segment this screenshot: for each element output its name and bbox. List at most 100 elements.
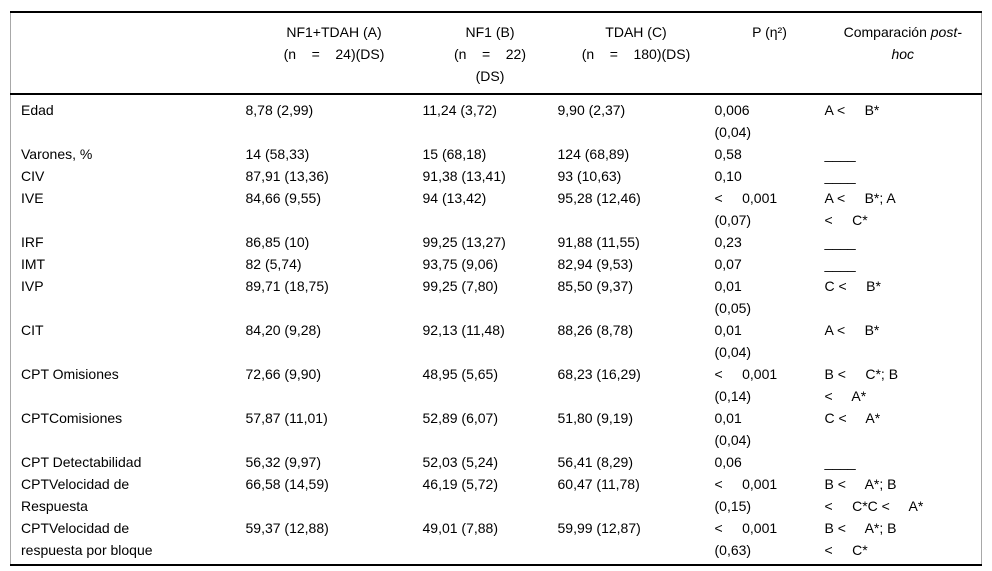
row-label: CPT Omisiones xyxy=(21,366,119,382)
cell-group-b-value: 91,38 (13,41) xyxy=(422,168,506,184)
cell-group-c-value: 60,47 (11,78) xyxy=(557,476,640,492)
cell-p-value: 0,07 xyxy=(714,256,742,272)
cell-p-value: 0,01 (0,04) xyxy=(714,322,752,360)
table-row: IRF 86,85 (10) 99,25 (13,27) 91,88 (11,5… xyxy=(11,231,982,253)
cell-group-c-value: 82,94 (9,53) xyxy=(557,256,634,272)
cell-posthoc-comparison: B < C*; B < A* xyxy=(824,366,899,404)
table-row: CPTVelocidad de Respuesta 66,58 (14,59) … xyxy=(11,473,982,517)
cell-group-a-value: 84,66 (9,55) xyxy=(245,190,322,206)
cell-group-c-value: 68,23 (16,29) xyxy=(557,366,641,382)
table-row: Edad 8,78 (2,99) 11,24 (3,72) 9,90 (2,37… xyxy=(11,94,982,143)
table-row: CPTVelocidad de respuesta por bloque 59,… xyxy=(11,517,982,565)
row-label: CPT Detectabilidad xyxy=(21,454,142,470)
cell-posthoc-comparison: C < B* xyxy=(824,278,881,294)
cell-group-a-value: 82 (5,74) xyxy=(245,256,302,272)
cell-posthoc-comparison: ____ xyxy=(824,168,856,184)
table-header: NF1+TDAH (A) (n = 24)(DS) NF1 (B) (n = 2… xyxy=(10,12,982,95)
cell-posthoc-comparison: ____ xyxy=(824,454,856,470)
cell-group-a-value: 84,20 (9,28) xyxy=(245,322,322,338)
cell-p-value: < 0,001 (0,15) xyxy=(714,476,778,514)
header-row: NF1+TDAH (A) (n = 24)(DS) NF1 (B) (n = 2… xyxy=(10,12,982,95)
cell-group-b-value: 15 (68,18) xyxy=(422,146,487,162)
cell-group-c-value: 91,88 (11,55) xyxy=(557,234,640,250)
header-posthoc-comparison: Comparación post- hoc xyxy=(824,12,982,95)
row-label: Varones, % xyxy=(21,146,93,162)
cell-posthoc-comparison: C < A* xyxy=(824,410,881,426)
cell-group-a-value: 14 (58,33) xyxy=(245,146,310,162)
cell-posthoc-comparison: A < B*; A < C* xyxy=(824,190,896,228)
cell-group-b-value: 93,75 (9,06) xyxy=(422,256,499,272)
cell-group-c-value: 59,99 (12,87) xyxy=(557,520,641,536)
row-label: CPTComisiones xyxy=(21,410,123,426)
cell-p-value: < 0,001 (0,14) xyxy=(714,366,778,404)
row-label: IMT xyxy=(21,256,46,272)
cell-group-a-value: 72,66 (9,90) xyxy=(245,366,322,382)
cell-group-b-value: 92,13 (11,48) xyxy=(422,322,505,338)
cell-group-b-value: 48,95 (5,65) xyxy=(422,366,499,382)
stats-table: NF1+TDAH (A) (n = 24)(DS) NF1 (B) (n = 2… xyxy=(10,11,982,566)
cell-group-c-value: 85,50 (9,37) xyxy=(557,278,634,294)
header-group-c: TDAH (C) (n = 180)(DS) xyxy=(557,12,715,95)
cell-p-value: 0,06 xyxy=(714,454,742,470)
cell-posthoc-comparison: B < A*; B < C*C < A* xyxy=(824,476,924,514)
cell-p-value: 0,006 (0,04) xyxy=(714,102,752,140)
row-label: IVP xyxy=(21,278,44,294)
table-row: CIV 87,91 (13,36) 91,38 (13,41) 93 (10,6… xyxy=(11,165,982,187)
cell-group-c-value: 51,80 (9,19) xyxy=(557,410,634,426)
cell-group-c-value: 88,26 (8,78) xyxy=(557,322,634,338)
header-empty-cell xyxy=(10,12,246,95)
cell-p-value: < 0,001 (0,63) xyxy=(714,520,778,558)
row-label: CIV xyxy=(21,168,45,184)
cell-posthoc-comparison: B < A*; B < C* xyxy=(824,520,897,558)
row-label: Edad xyxy=(21,102,54,118)
cell-p-value: < 0,001 (0,07) xyxy=(714,190,778,228)
cell-group-a-value: 59,37 (12,88) xyxy=(245,520,329,536)
cell-posthoc-comparison: A < B* xyxy=(824,102,880,118)
cell-group-b-value: 11,24 (3,72) xyxy=(422,102,497,118)
cell-group-a-value: 66,58 (14,59) xyxy=(245,476,329,492)
cell-group-b-value: 52,03 (5,24) xyxy=(422,454,499,470)
cell-group-b-value: 46,19 (5,72) xyxy=(422,476,499,492)
cell-posthoc-comparison: A < B* xyxy=(824,322,880,338)
cell-group-b-value: 99,25 (13,27) xyxy=(422,234,506,250)
table-row: IMT 82 (5,74) 93,75 (9,06) 82,94 (9,53) … xyxy=(11,253,982,275)
cell-group-c-value: 56,41 (8,29) xyxy=(557,454,634,470)
table-row: CPTComisiones 57,87 (11,01) 52,89 (6,07)… xyxy=(11,407,982,451)
cell-p-value: 0,01 (0,05) xyxy=(714,278,752,316)
cell-group-a-value: 89,71 (18,75) xyxy=(245,278,329,294)
cell-posthoc-comparison: ____ xyxy=(824,146,856,162)
cell-p-value: 0,10 xyxy=(714,168,742,184)
cell-group-b-value: 94 (13,42) xyxy=(422,190,487,206)
cell-p-value: 0,23 xyxy=(714,234,742,250)
cell-posthoc-comparison: ____ xyxy=(824,256,856,272)
row-label: CPTVelocidad de Respuesta xyxy=(21,476,130,514)
cell-group-a-value: 57,87 (11,01) xyxy=(245,410,328,426)
row-label: IRF xyxy=(21,234,44,250)
cell-group-a-value: 56,32 (9,97) xyxy=(245,454,322,470)
row-label: CPTVelocidad de respuesta por bloque xyxy=(21,520,153,558)
table-row: CPT Detectabilidad 56,32 (9,97) 52,03 (5… xyxy=(11,451,982,473)
cell-group-b-value: 52,89 (6,07) xyxy=(422,410,499,426)
header-p-value: P (η²) xyxy=(714,12,825,95)
table-row: Varones, % 14 (58,33) 15 (68,18) 124 (68… xyxy=(11,143,982,165)
cell-p-value: 0,58 xyxy=(714,146,742,162)
header-group-a: NF1+TDAH (A) (n = 24)(DS) xyxy=(245,12,423,95)
table-body: Edad 8,78 (2,99) 11,24 (3,72) 9,90 (2,37… xyxy=(11,94,982,565)
cell-group-c-value: 9,90 (2,37) xyxy=(557,102,626,118)
row-label: IVE xyxy=(21,190,44,206)
cell-group-b-value: 49,01 (7,88) xyxy=(422,520,499,536)
table-row: CIT 84,20 (9,28) 92,13 (11,48) 88,26 (8,… xyxy=(11,319,982,363)
cell-posthoc-comparison: ____ xyxy=(824,234,856,250)
cell-group-a-value: 86,85 (10) xyxy=(245,234,310,250)
cell-group-a-value: 8,78 (2,99) xyxy=(245,102,314,118)
cell-group-c-value: 124 (68,89) xyxy=(557,146,630,162)
table-row: IVP 89,71 (18,75) 99,25 (7,80) 85,50 (9,… xyxy=(11,275,982,319)
cell-p-value: 0,01 (0,04) xyxy=(714,410,752,448)
header-posthoc-text: post- hoc xyxy=(891,24,962,62)
row-label: CIT xyxy=(21,322,44,338)
cell-group-c-value: 95,28 (12,46) xyxy=(557,190,641,206)
cell-group-a-value: 87,91 (13,36) xyxy=(245,168,329,184)
cell-group-b-value: 99,25 (7,80) xyxy=(422,278,499,294)
header-group-b: NF1 (B) (n = 22) (DS) xyxy=(422,12,558,95)
